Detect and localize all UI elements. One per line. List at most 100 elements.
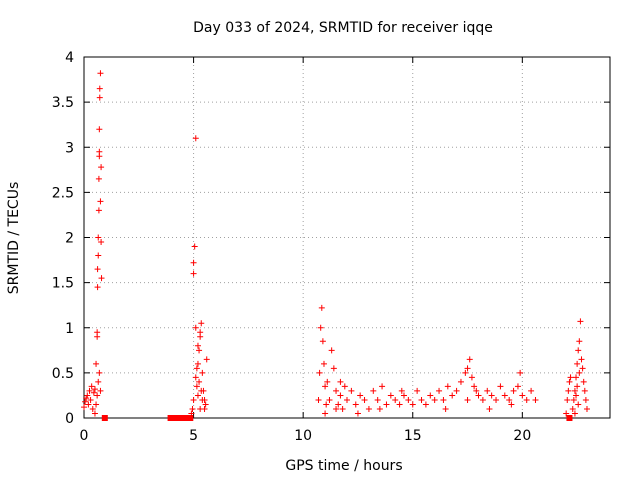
- data-point: [493, 396, 500, 403]
- data-point: [519, 392, 526, 399]
- data-point: [94, 266, 101, 273]
- data-point: [514, 383, 521, 390]
- data-point: [91, 410, 98, 417]
- data-point: [501, 392, 508, 399]
- data-point: [576, 369, 583, 376]
- data-point: [194, 342, 201, 349]
- data-point: [84, 392, 91, 399]
- x-tick-label: 20: [513, 428, 531, 444]
- data-point: [436, 387, 443, 394]
- data-point: [189, 405, 196, 412]
- data-point: [431, 396, 438, 403]
- data-point: [376, 405, 383, 412]
- data-point: [91, 386, 98, 393]
- data-point: [457, 378, 464, 385]
- data-point: [517, 369, 524, 376]
- data-point: [98, 164, 105, 171]
- data-point: [468, 374, 475, 381]
- data-point: [322, 410, 329, 417]
- data-point: [383, 401, 390, 408]
- data-point: [318, 304, 325, 311]
- data-point: [379, 383, 386, 390]
- data-point: [201, 405, 208, 412]
- data-point: [396, 401, 403, 408]
- data-point: [523, 396, 530, 403]
- data-point: [442, 405, 449, 412]
- data-point: [88, 383, 95, 390]
- data-point: [316, 369, 323, 376]
- grid-lines: [84, 57, 610, 418]
- data-point: [449, 392, 456, 399]
- y-tick-label: 1.5: [52, 276, 74, 292]
- data-point: [528, 387, 535, 394]
- data-point: [192, 324, 199, 331]
- data-point: [194, 360, 201, 367]
- data-point: [566, 378, 573, 385]
- data-point: [328, 347, 335, 354]
- data-point: [326, 396, 333, 403]
- data-point: [320, 360, 327, 367]
- data-point: [202, 401, 209, 408]
- data-point: [577, 318, 584, 325]
- data-point: [324, 378, 331, 385]
- data-point: [427, 392, 434, 399]
- data-point: [497, 383, 504, 390]
- data-point: [98, 239, 105, 246]
- y-tick-label: 2: [65, 231, 74, 247]
- data-point: [352, 401, 359, 408]
- data-point: [506, 396, 513, 403]
- data-point: [96, 94, 103, 101]
- data-point: [387, 392, 394, 399]
- data-point: [81, 404, 87, 411]
- data-point: [574, 383, 581, 390]
- data-point: [567, 374, 574, 381]
- data-point: [98, 275, 105, 282]
- data-point: [198, 387, 205, 394]
- data-point: [398, 387, 405, 394]
- data-point: [573, 374, 580, 381]
- x-axis-label: GPS time / hours: [285, 458, 402, 474]
- data-point: [94, 284, 101, 291]
- data-point: [93, 360, 100, 367]
- data-point: [333, 405, 340, 412]
- y-tick-label: 3: [65, 140, 74, 156]
- data-point: [89, 405, 96, 412]
- data-point: [582, 396, 589, 403]
- data-point: [486, 405, 493, 412]
- data-point: [95, 234, 102, 241]
- data-point: [196, 347, 203, 354]
- y-tick-label: 1: [65, 321, 74, 337]
- data-point: [323, 401, 330, 408]
- data-point: [190, 270, 197, 277]
- data-point: [510, 387, 517, 394]
- data-point: [193, 383, 200, 390]
- data-point: [97, 387, 104, 394]
- data-point: [96, 126, 103, 133]
- data-point: [95, 207, 102, 214]
- data-point: [581, 387, 588, 394]
- data-point: [570, 396, 577, 403]
- data-point: [574, 360, 581, 367]
- data-point: [348, 387, 355, 394]
- x-axis-tick-labels: 0 5 10 15 20: [80, 428, 532, 444]
- y-axis-label: SRMTID / TECUs: [6, 182, 22, 295]
- y-tick-label: 4: [65, 50, 74, 66]
- data-point: [370, 387, 377, 394]
- data-point: [90, 389, 97, 396]
- data-point: [196, 378, 203, 385]
- data-point: [464, 365, 471, 372]
- data-point: [462, 369, 469, 376]
- y-tick-label: 0.5: [52, 366, 74, 382]
- data-point: [193, 365, 200, 372]
- data-point: [97, 198, 104, 205]
- data-point: [315, 396, 322, 403]
- data-point: [444, 383, 451, 390]
- data-point: [571, 387, 578, 394]
- axis-ticks: [83, 56, 610, 419]
- y-axis-tick-labels: 0 0.5 1 1.5 2 2.5 3 3.5 4: [52, 50, 74, 427]
- data-point: [87, 396, 94, 403]
- data-point-square: [566, 415, 573, 421]
- data-point: [473, 387, 480, 394]
- data-point: [335, 401, 342, 408]
